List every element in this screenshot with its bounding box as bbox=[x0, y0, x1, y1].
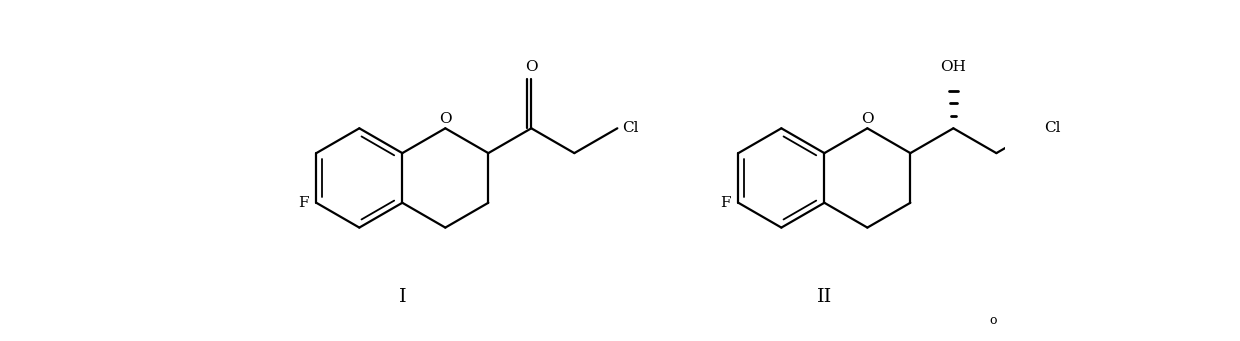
Text: I: I bbox=[398, 288, 407, 306]
Text: Cl: Cl bbox=[1044, 121, 1061, 135]
Text: O: O bbox=[439, 112, 451, 126]
Text: O: O bbox=[525, 60, 538, 74]
Text: OH: OH bbox=[940, 60, 966, 74]
Text: F: F bbox=[720, 196, 730, 210]
Text: O: O bbox=[861, 112, 874, 126]
Text: o: o bbox=[990, 314, 997, 327]
Text: F: F bbox=[299, 196, 309, 210]
Text: II: II bbox=[817, 288, 832, 306]
Text: Cl: Cl bbox=[622, 121, 639, 135]
